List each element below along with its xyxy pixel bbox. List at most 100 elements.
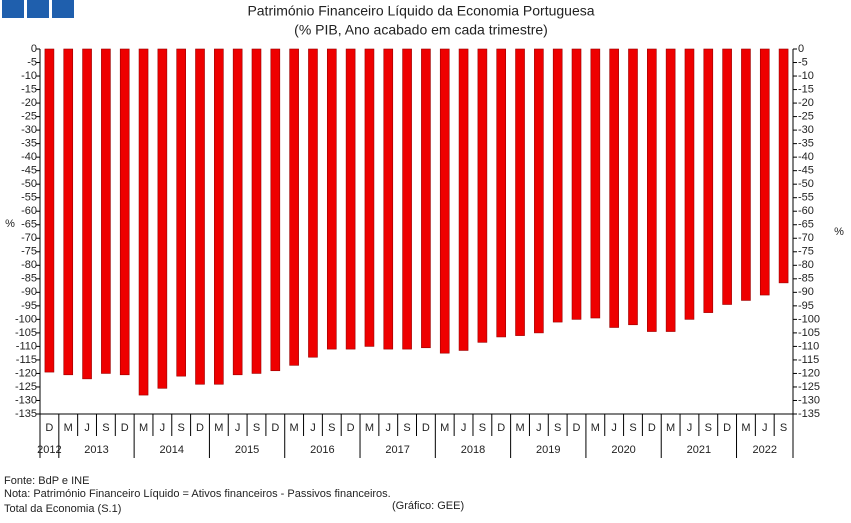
bar <box>138 48 149 396</box>
bar <box>609 48 619 328</box>
y2-tick-label: -30 <box>798 124 814 136</box>
y2-tick-label: -45 <box>798 165 814 177</box>
bar <box>647 48 657 332</box>
logo-square <box>2 0 24 18</box>
y-tick-label: -35 <box>21 138 37 150</box>
bar <box>665 48 676 332</box>
x-tick-label: S <box>554 422 561 434</box>
y2-tick-label: 0 <box>798 43 804 55</box>
x-tick-label: J <box>461 422 467 434</box>
x-tick-label: M <box>214 422 223 434</box>
x-tick-label: J <box>762 422 768 434</box>
year-label: 2012 <box>37 444 61 456</box>
y-tick-label: -10 <box>21 70 37 82</box>
y-tick-label: -110 <box>16 340 37 352</box>
y2-tick-label: -100 <box>798 313 820 325</box>
chart-subtitle: (% PIB, Ano acabado em cada trimestre) <box>294 22 548 38</box>
year-label: 2015 <box>235 444 259 456</box>
note: Total da Economia (S.1) <box>4 503 121 515</box>
bar <box>176 48 186 377</box>
bar <box>571 48 582 320</box>
bar <box>63 48 74 376</box>
year-label: 2020 <box>611 444 635 456</box>
x-tick-label: J <box>611 422 617 434</box>
y2-tick-label: -15 <box>798 83 814 95</box>
bar <box>759 48 770 296</box>
bar <box>326 48 337 350</box>
y-tick-label: -90 <box>21 286 37 298</box>
y2-tick-label: -5 <box>798 56 808 68</box>
bar <box>552 48 563 323</box>
bar <box>458 48 469 351</box>
y2-axis-label: % <box>834 226 844 238</box>
x-tick-label: S <box>253 422 260 434</box>
year-label: 2016 <box>310 444 334 456</box>
y2-tick-label: -65 <box>798 219 814 231</box>
y-tick-label: -100 <box>15 313 37 325</box>
x-tick-label: M <box>666 422 675 434</box>
bar <box>232 48 243 376</box>
x-tick-label: D <box>347 422 355 434</box>
y2-tick-label: -105 <box>798 327 820 339</box>
bar <box>722 48 732 305</box>
x-tick-label: J <box>84 422 90 434</box>
x-tick-label: S <box>328 422 335 434</box>
x-tick-label: S <box>403 422 410 434</box>
y-tick-label: -80 <box>21 259 37 271</box>
bar <box>364 48 375 347</box>
year-label: 2017 <box>385 444 409 456</box>
y2-tick-label: -115 <box>798 354 819 366</box>
y-tick-label: -95 <box>21 300 37 312</box>
x-tick-label: D <box>422 422 430 434</box>
x-tick-label: M <box>365 422 374 434</box>
y-tick-label: -20 <box>21 97 37 109</box>
y2-tick-label: -80 <box>798 259 814 271</box>
y-tick-label: -75 <box>21 246 37 258</box>
x-tick-label: J <box>687 422 693 434</box>
year-label: 2021 <box>687 444 711 456</box>
y-tick-label: -50 <box>21 178 37 190</box>
x-tick-label: D <box>45 422 53 434</box>
x-tick-label: M <box>139 422 148 434</box>
bar <box>496 48 507 338</box>
y-tick-label: -30 <box>21 124 37 136</box>
y2-tick-label: -95 <box>798 300 814 312</box>
note: Nota: Património Financeiro Líquido = At… <box>4 488 391 500</box>
y-tick-label: -105 <box>15 327 37 339</box>
x-tick-label: D <box>196 422 204 434</box>
y2-tick-label: -10 <box>798 70 814 82</box>
bar <box>101 48 111 374</box>
x-tick-label: J <box>235 422 241 434</box>
x-tick-label: M <box>64 422 73 434</box>
y2-tick-label: -25 <box>798 110 814 122</box>
note: Fonte: BdP e INE <box>4 475 89 487</box>
year-label: 2019 <box>536 444 560 456</box>
y2-tick-label: -70 <box>798 232 814 244</box>
y2-tick-label: -75 <box>798 246 814 258</box>
y2-tick-label: -110 <box>798 340 819 352</box>
y-tick-label: -5 <box>27 56 37 68</box>
bar <box>534 48 544 334</box>
x-tick-label: S <box>479 422 486 434</box>
bar <box>383 48 394 350</box>
y2-tick-label: -130 <box>798 394 820 406</box>
bar <box>684 48 695 320</box>
y-tick-label: -15 <box>21 83 37 95</box>
bar <box>439 48 450 354</box>
bar <box>119 48 130 376</box>
x-tick-label: S <box>780 422 787 434</box>
y-tick-label: -115 <box>16 354 37 366</box>
y2-tick-label: -55 <box>798 192 814 204</box>
bar <box>778 48 789 284</box>
logo-square <box>27 0 49 18</box>
y-axis-label: % <box>5 218 15 230</box>
bar <box>44 48 55 373</box>
x-tick-label: D <box>497 422 505 434</box>
x-tick-label: D <box>271 422 279 434</box>
bar <box>421 48 431 349</box>
bar <box>214 48 224 385</box>
y2-tick-label: -50 <box>798 178 814 190</box>
x-tick-label: M <box>290 422 299 434</box>
y-tick-label: -55 <box>21 192 37 204</box>
